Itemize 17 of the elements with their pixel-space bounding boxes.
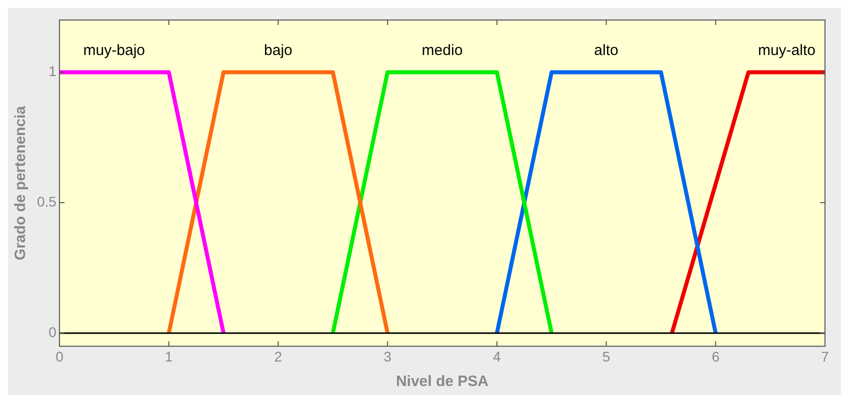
x-tick-label: 2 <box>274 348 282 364</box>
y-tick-label: 0 <box>48 324 57 340</box>
y-tick-label: 1 <box>48 63 57 80</box>
x-axis-title: Nivel de PSA <box>396 373 489 390</box>
series-label: muy-bajo <box>83 42 145 59</box>
x-tick-label: 7 <box>821 348 830 364</box>
x-tick-label: 4 <box>493 348 502 364</box>
y-axis-title: Grado de pertenencia <box>12 105 30 260</box>
x-tick-label: 3 <box>384 348 392 364</box>
series-label: bajo <box>264 42 292 59</box>
series-label: medio <box>422 42 463 59</box>
y-tick-label: 0.5 <box>36 194 57 210</box>
x-tick-label: 6 <box>712 348 720 364</box>
series-label: alto <box>594 42 618 59</box>
series-label: muy-alto <box>758 42 816 59</box>
x-tick-label: 1 <box>164 348 173 364</box>
x-tick-label: 5 <box>602 348 610 364</box>
